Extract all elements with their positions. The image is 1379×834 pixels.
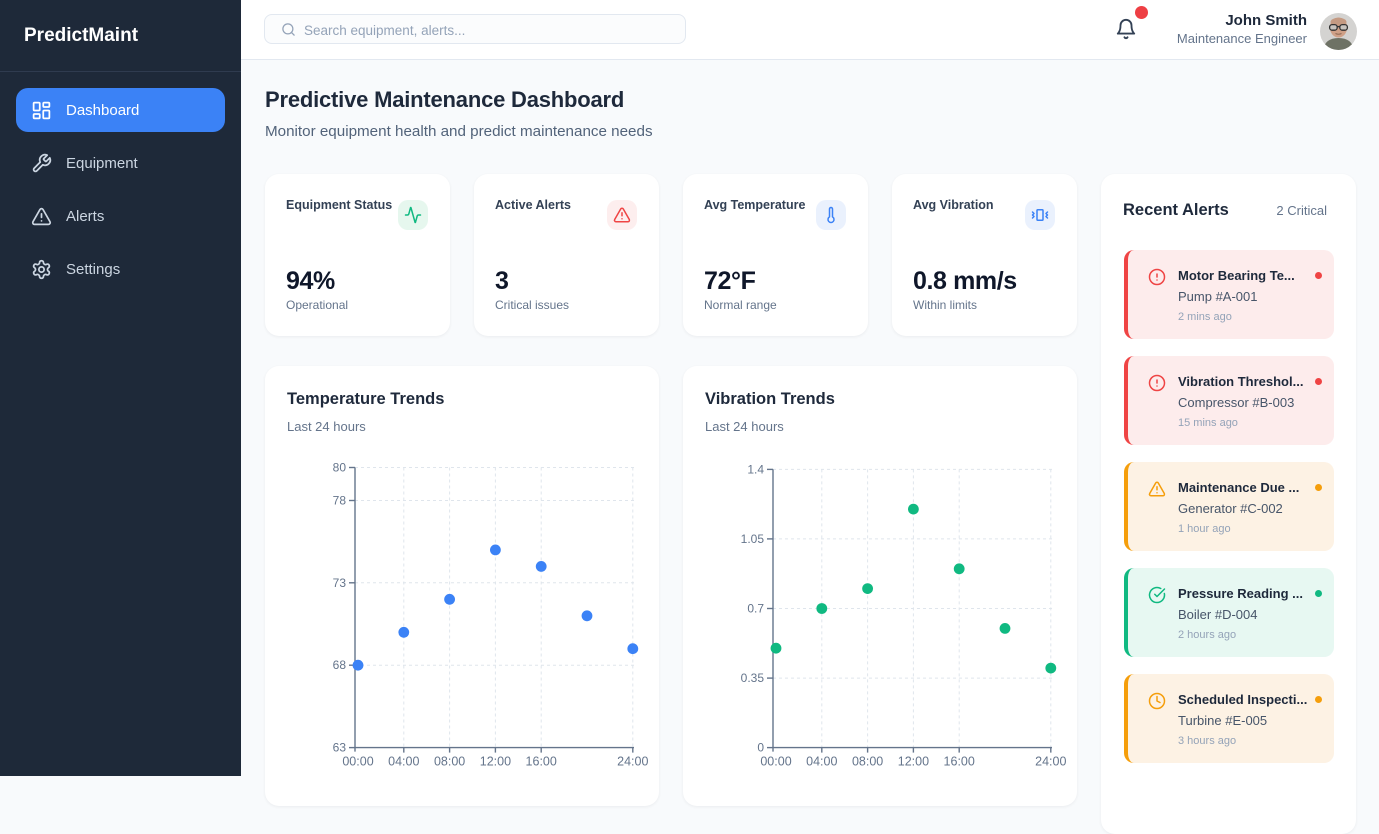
svg-text:0: 0 <box>757 741 764 755</box>
svg-text:1.05: 1.05 <box>741 532 765 546</box>
svg-text:16:00: 16:00 <box>526 755 557 769</box>
svg-text:04:00: 04:00 <box>806 755 837 769</box>
svg-text:24:00: 24:00 <box>617 755 648 769</box>
svg-text:0.35: 0.35 <box>741 671 765 685</box>
svg-text:00:00: 00:00 <box>760 755 791 769</box>
svg-text:78: 78 <box>333 494 347 508</box>
svg-text:08:00: 08:00 <box>852 755 883 769</box>
svg-text:0.7: 0.7 <box>747 602 764 616</box>
svg-text:73: 73 <box>333 576 347 590</box>
svg-text:00:00: 00:00 <box>342 755 373 769</box>
svg-text:80: 80 <box>333 461 347 475</box>
svg-text:04:00: 04:00 <box>388 755 419 769</box>
svg-text:16:00: 16:00 <box>944 755 975 769</box>
svg-text:68: 68 <box>333 658 347 672</box>
svg-text:24:00: 24:00 <box>1035 755 1066 769</box>
svg-text:12:00: 12:00 <box>898 755 929 769</box>
svg-text:12:00: 12:00 <box>480 755 511 769</box>
svg-text:08:00: 08:00 <box>434 755 465 769</box>
svg-text:1.4: 1.4 <box>747 462 764 476</box>
svg-text:63: 63 <box>333 741 347 755</box>
